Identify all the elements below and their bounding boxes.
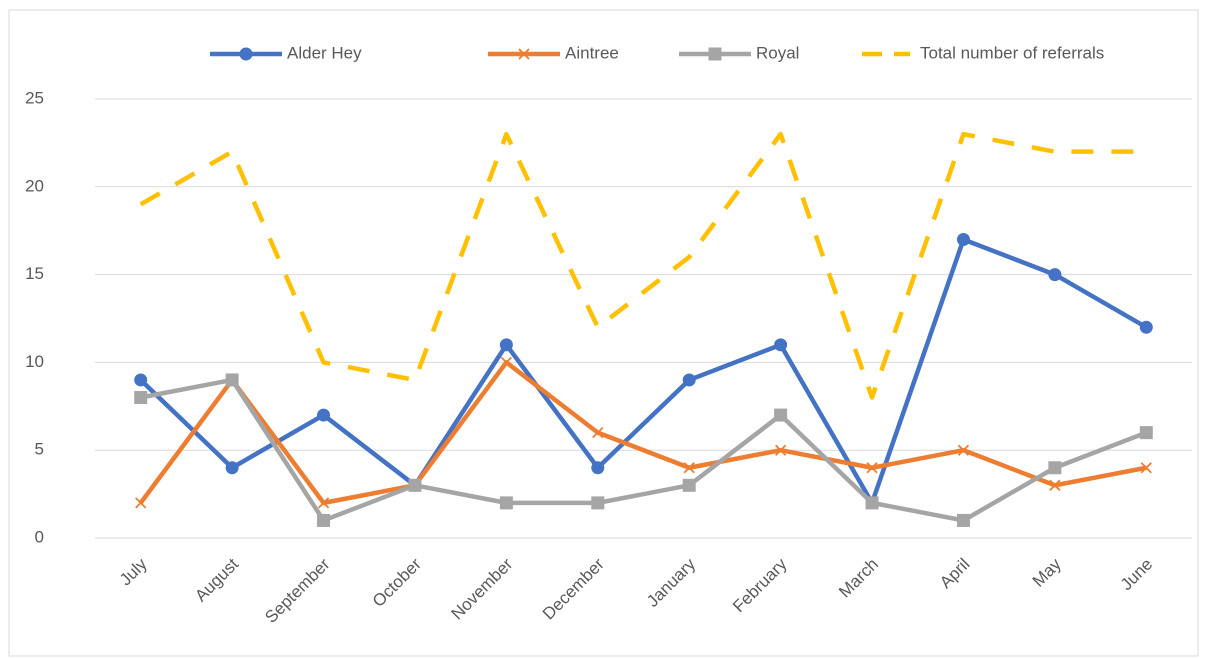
marker <box>708 47 722 61</box>
marker <box>682 478 696 492</box>
marker <box>591 461 605 475</box>
marker <box>1140 462 1152 474</box>
marker <box>499 496 513 510</box>
marker <box>866 462 878 474</box>
marker <box>317 513 331 527</box>
legend-item: Total number of referrals <box>862 43 1104 62</box>
marker <box>1049 479 1061 491</box>
series-line <box>139 237 1148 506</box>
marker <box>134 373 148 387</box>
marker <box>591 496 605 510</box>
marker <box>774 408 788 422</box>
y-tick-label: 20 <box>25 176 44 195</box>
marker <box>518 48 530 60</box>
marker <box>499 338 513 352</box>
legend-label: Total number of referrals <box>920 43 1104 62</box>
marker <box>592 427 604 439</box>
marker <box>1048 461 1062 475</box>
y-tick-label: 10 <box>25 352 44 371</box>
marker <box>500 356 513 369</box>
marker <box>239 47 253 61</box>
marker <box>682 373 696 387</box>
y-tick-label: 5 <box>35 440 44 459</box>
marker <box>135 497 147 509</box>
marker <box>225 461 239 475</box>
marker <box>317 497 330 509</box>
series-line <box>139 131 1147 400</box>
legend-label: Royal <box>756 43 799 62</box>
marker <box>134 391 148 405</box>
marker <box>956 513 970 527</box>
marker <box>225 373 239 387</box>
legend-label: Alder Hey <box>287 43 362 62</box>
y-tick-label: 25 <box>25 88 44 107</box>
marker <box>1139 320 1153 334</box>
marker <box>865 496 879 510</box>
legend-item: Royal <box>679 43 799 62</box>
y-tick-label: 15 <box>25 264 44 283</box>
chart-border <box>8 9 1199 657</box>
marker <box>774 444 787 456</box>
legend-item: Alder Hey <box>210 43 362 62</box>
marker <box>683 462 695 474</box>
marker <box>957 444 970 456</box>
y-tick-label: 0 <box>35 527 44 546</box>
marker <box>1139 426 1153 440</box>
marker <box>774 338 788 352</box>
marker <box>408 478 422 492</box>
series-line <box>138 360 1147 506</box>
marker <box>1048 268 1062 282</box>
series-line <box>140 377 1148 523</box>
legend-label: Aintree <box>565 43 619 62</box>
legend-item: Aintree <box>488 43 619 62</box>
marker <box>956 232 970 246</box>
marker <box>317 408 331 422</box>
